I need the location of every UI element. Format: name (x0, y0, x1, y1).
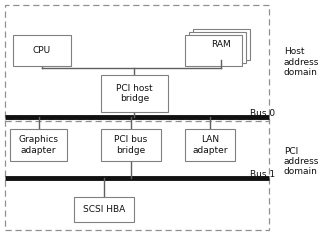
Bar (74, 197, 134, 222)
Text: RAM: RAM (212, 40, 231, 49)
Bar (10, 129, 67, 161)
Text: Host
address
domain: Host address domain (284, 47, 319, 77)
Bar (101, 75, 168, 112)
Text: PCI
address
domain: PCI address domain (284, 146, 319, 176)
Text: SCSI HBA: SCSI HBA (83, 205, 125, 214)
Text: PCI bus
bridge: PCI bus bridge (115, 135, 148, 155)
Text: CPU: CPU (33, 46, 51, 55)
Bar (101, 129, 161, 161)
Text: Bus 1: Bus 1 (250, 170, 276, 179)
Text: PCI host
bridge: PCI host bridge (116, 84, 153, 103)
Bar (193, 29, 250, 60)
Text: Bus 0: Bus 0 (250, 109, 276, 118)
Bar (5, 5, 269, 121)
Bar (185, 129, 235, 161)
Text: Graphics
adapter: Graphics adapter (18, 135, 59, 155)
Text: LAN
adapter: LAN adapter (192, 135, 228, 155)
Bar (13, 35, 71, 66)
Bar (185, 35, 242, 66)
Bar (5, 119, 269, 230)
Bar (189, 32, 246, 63)
